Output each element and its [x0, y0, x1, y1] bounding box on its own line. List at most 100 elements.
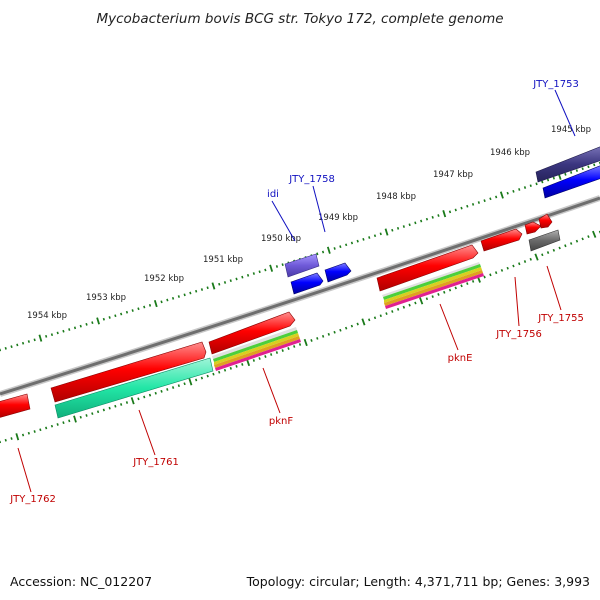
minor-tick: [414, 221, 417, 225]
kbp-label-1952: 1952 kbp: [144, 274, 184, 284]
minor-tick: [229, 279, 232, 283]
minor-tick: [350, 241, 354, 245]
tick-track-upper: [0, 161, 600, 352]
gene-jty1753[interactable]: [535, 146, 600, 183]
minor-tick: [593, 163, 596, 167]
minor-tick: [506, 191, 509, 195]
minor-tick: [264, 355, 267, 358]
kbp-label-1953: 1953 kbp: [86, 293, 126, 303]
minor-tick: [79, 324, 82, 328]
minor-tick: [148, 393, 152, 397]
minor-tick: [368, 318, 371, 322]
minor-tick: [73, 326, 77, 330]
minor-tick: [10, 345, 13, 349]
gene-pkne[interactable]: [376, 244, 484, 309]
gene-jty1761[interactable]: [50, 341, 214, 419]
major-tick: [592, 230, 597, 238]
minor-tick: [362, 237, 365, 241]
minor-tick: [258, 270, 261, 274]
minor-tick: [91, 412, 94, 415]
minor-tick: [518, 188, 521, 191]
minor-tick: [241, 363, 244, 366]
gene-label-jty1761[interactable]: JTY_1761: [132, 457, 179, 468]
map-title: Mycobacterium bovis BCG str. Tokyo 172, …: [96, 11, 503, 27]
gene-pknf[interactable]: [208, 311, 301, 371]
minor-tick: [218, 282, 221, 286]
minor-tick: [316, 337, 319, 340]
minor-tick: [489, 273, 492, 277]
minor-tick: [581, 237, 584, 241]
gene-label-jty1758[interactable]: JTY_1758: [288, 174, 335, 185]
minor-tick: [431, 215, 434, 219]
major-tick: [384, 228, 389, 236]
minor-tick: [356, 239, 359, 243]
minor-tick: [281, 349, 284, 352]
minor-tick: [396, 307, 400, 311]
minor-tick: [391, 228, 394, 232]
minor-tick: [408, 303, 411, 307]
minor-tick: [246, 273, 250, 277]
minor-tick: [587, 165, 590, 169]
major-tick: [303, 338, 308, 347]
gene-jty1757[interactable]: [324, 262, 352, 283]
minor-tick: [258, 357, 261, 360]
minor-tick: [460, 284, 463, 288]
minor-tick: [79, 415, 82, 419]
gene-jty1756[interactable]: [480, 228, 523, 252]
major-tick: [188, 378, 193, 386]
gene-label-idi[interactable]: idi: [267, 189, 279, 200]
minor-tick: [45, 334, 48, 338]
minor-tick: [460, 206, 463, 210]
minor-tick: [287, 347, 290, 350]
minor-tick: [552, 176, 555, 180]
minor-tick: [33, 430, 36, 433]
minor-tick: [575, 169, 579, 172]
gene-jty1755[interactable]: [528, 229, 561, 252]
gene-label-pknf[interactable]: pknF: [269, 416, 293, 427]
minor-tick: [27, 340, 30, 343]
minor-tick: [420, 219, 423, 223]
minor-tick: [10, 437, 13, 440]
minor-tick: [62, 329, 65, 333]
minor-tick: [108, 406, 111, 410]
minor-tick: [195, 378, 198, 382]
minor-tick: [448, 288, 452, 292]
genome-backbone: [0, 196, 600, 396]
minor-tick: [143, 395, 146, 399]
minor-tick: [402, 225, 405, 228]
minor-tick: [552, 248, 556, 252]
gene-label-pkne[interactable]: pknE: [448, 353, 473, 364]
minor-tick: [39, 428, 42, 432]
minor-tick: [310, 339, 313, 342]
minor-tick: [448, 210, 452, 214]
gene-label-jty1762[interactable]: JTY_1762: [9, 494, 56, 505]
minor-tick: [137, 307, 140, 311]
minor-tick: [235, 277, 238, 281]
minor-tick: [120, 312, 123, 316]
gene-label-jty1756[interactable]: JTY_1756: [495, 329, 542, 340]
minor-tick: [408, 223, 411, 227]
minor-tick: [200, 288, 204, 291]
gene-jty1758[interactable]: [290, 272, 324, 295]
minor-tick: [321, 334, 325, 338]
minor-tick: [541, 180, 544, 184]
major-tick: [15, 433, 20, 441]
minor-tick: [454, 208, 457, 212]
gene-label-jty1755[interactable]: JTY_1755: [537, 313, 584, 324]
minor-tick: [166, 388, 169, 391]
gene-jty1754[interactable]: [542, 165, 600, 199]
topology-summary: Topology: circular; Length: 4,371,711 bp…: [246, 574, 590, 589]
minor-tick: [454, 286, 457, 290]
minor-tick: [16, 343, 19, 347]
gene-idi[interactable]: [284, 253, 320, 278]
gene-label-jty1753[interactable]: JTY_1753: [532, 79, 579, 90]
minor-tick: [85, 322, 88, 326]
minor-tick: [437, 293, 440, 296]
minor-tick: [264, 268, 267, 272]
gene-jty1762[interactable]: [0, 393, 31, 418]
minor-tick: [56, 423, 59, 426]
kbp-label-1948: 1948 kbp: [376, 192, 416, 202]
kbp-label-1951: 1951 kbp: [203, 255, 243, 265]
gene-jty1755b[interactable]: [524, 213, 553, 235]
minor-tick: [373, 234, 377, 238]
